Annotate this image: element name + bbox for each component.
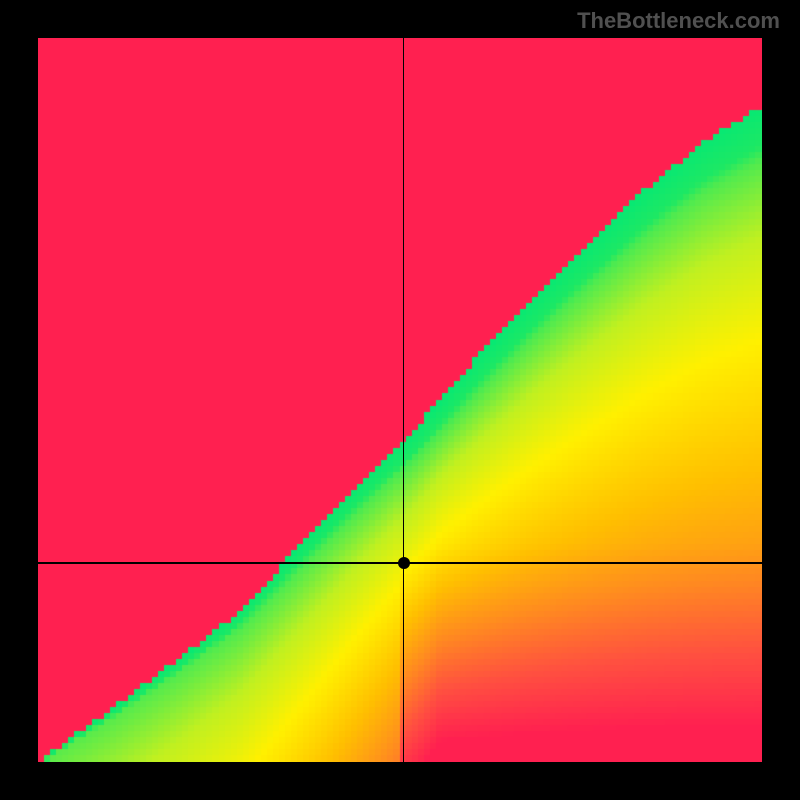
plot-area — [38, 38, 762, 762]
data-marker-dot — [398, 557, 410, 569]
heatmap-canvas — [38, 38, 762, 762]
watermark-text: TheBottleneck.com — [577, 8, 780, 34]
crosshair-vertical — [403, 38, 405, 762]
